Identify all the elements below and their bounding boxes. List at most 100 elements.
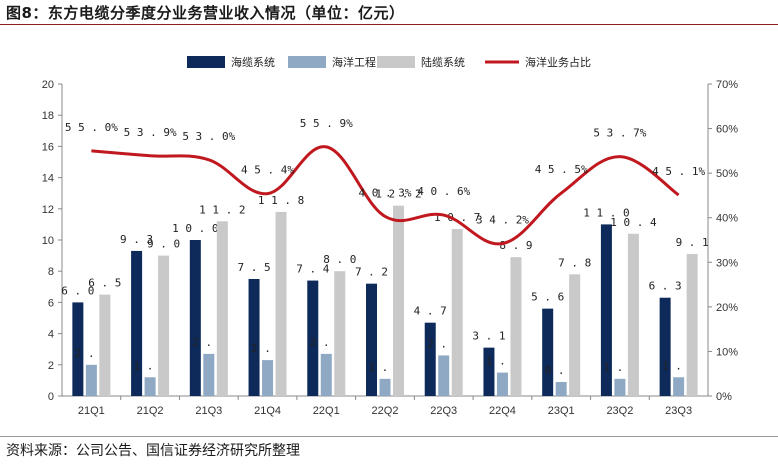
left-tick-label: 18	[42, 110, 54, 122]
label-ratio: 4 5 . 5%	[535, 163, 588, 176]
label-lulan: 8 . 0	[323, 253, 356, 266]
bar-lulan	[275, 211, 287, 396]
bar-haolan	[659, 297, 671, 396]
label-ratio: 5 5 . 0%	[65, 121, 118, 134]
x-tick-label: 21Q2	[137, 405, 164, 417]
label-haolan: 7 . 5	[237, 261, 270, 274]
legend-ratio-label: 海洋业务占比	[525, 55, 591, 69]
x-tick-label: 22Q2	[372, 405, 399, 417]
label-lulan: 7 . 8	[558, 256, 591, 269]
left-tick-label: 20	[42, 79, 54, 91]
right-tick-label: 0%	[716, 391, 732, 403]
legend-haolan-swatch	[187, 56, 225, 68]
left-tick-label: 4	[48, 329, 54, 341]
bar-lulan	[99, 294, 111, 396]
label-ratio: 5 3 . 7%	[593, 127, 646, 140]
label-lulan: 9 . 0	[147, 238, 180, 251]
label-ratio: 3 4 . 2%	[476, 214, 529, 227]
label-lulan: 6 . 5	[88, 277, 121, 290]
right-tick-label: 50%	[716, 168, 738, 180]
right-tick-label: 20%	[716, 302, 738, 314]
bar-haiyang	[555, 381, 567, 396]
bar-haiyang	[614, 378, 626, 396]
label-ratio: 4 0 . 6%	[417, 185, 470, 198]
bar-haiyang	[85, 364, 97, 396]
bar-lulan	[569, 274, 581, 396]
right-tick-label: 40%	[716, 213, 738, 225]
x-tick-label: 22Q4	[489, 405, 516, 417]
label-lulan: 1 2 . 2	[375, 188, 421, 201]
label-haolan: 5 . 6	[531, 291, 564, 304]
label-haolan: 1 0 . 0	[172, 222, 218, 235]
bar-lulan	[216, 221, 228, 396]
bar-lulan	[334, 271, 346, 396]
label-haolan: 1 1 . 0	[583, 206, 629, 219]
right-tick-label: 10%	[716, 346, 738, 358]
x-tick-label: 23Q1	[548, 405, 575, 417]
label-haolan: 7 . 4	[296, 263, 329, 276]
bar-haolan	[483, 347, 495, 396]
label-ratio: 4 5 . 1%	[652, 165, 705, 178]
label-lulan: 1 1 . 2	[199, 203, 245, 216]
bar-haolan	[189, 240, 201, 396]
label-ratio: 4 0 . 3%	[359, 186, 412, 199]
bar-haolan	[131, 250, 143, 396]
bar-haolan	[307, 280, 319, 396]
bar-lulan	[686, 254, 698, 396]
label-haolan: 6 . 0	[61, 284, 94, 297]
combo-chart: 0 2 4 6 8 10 12 14 16 18 20 0% 10% 20% 30% 40% 50% 60% 70%…	[42, 55, 738, 417]
bar-haiyang	[379, 378, 391, 396]
label-haolan: 6 . 3	[649, 280, 682, 293]
x-tick-label: 21Q1	[78, 405, 105, 417]
x-tick-label: 21Q4	[254, 405, 281, 417]
bar-haolan	[542, 308, 554, 396]
label-haolan: 4 . 7	[414, 305, 447, 318]
legend-lulan-swatch	[377, 56, 415, 68]
right-tick-label: 60%	[716, 124, 738, 136]
x-tick-label: 23Q2	[606, 405, 633, 417]
bar-lulan	[510, 257, 522, 396]
left-tick-label: 6	[48, 297, 54, 309]
x-tick-label: 22Q3	[430, 405, 457, 417]
bar-haolan	[366, 283, 377, 396]
bar-haolan	[248, 279, 260, 396]
bar-haiyang	[496, 372, 508, 396]
label-lulan: 1 1 . 8	[258, 194, 304, 207]
chart-title: 图8：东方电缆分季度分业务营业收入情况（单位：亿元）	[6, 4, 405, 22]
label-ratio: 5 3 . 9%	[124, 126, 177, 139]
left-tick-label: 8	[48, 266, 54, 278]
bar-haiyang	[438, 355, 450, 396]
label-lulan: 9 . 1	[676, 236, 709, 249]
label-ratio: 5 5 . 9%	[300, 117, 353, 130]
left-tick-label: 16	[42, 141, 54, 153]
bar-haiyang	[673, 377, 685, 396]
bar-haiyang	[203, 353, 215, 396]
left-tick-label: 10	[42, 235, 54, 247]
label-lulan: 8 . 9	[499, 239, 532, 252]
legend-haiyang-swatch	[288, 56, 326, 68]
source-note: 资料来源：公司公告、国信证券经济研究所整理	[6, 443, 300, 459]
label-haolan: 7 . 2	[355, 266, 388, 279]
label-ratio: 4 5 . 4%	[241, 164, 294, 177]
bar-lulan	[393, 205, 404, 396]
left-tick-label: 14	[42, 173, 54, 185]
left-tick-label: 2	[48, 360, 54, 372]
left-tick-label: 0	[48, 391, 54, 403]
x-tick-label: 21Q3	[195, 405, 222, 417]
x-tick-label: 22Q1	[313, 405, 340, 417]
line-haiyang-ratio	[91, 145, 680, 246]
legend-haiyang-label: 海洋工程	[332, 55, 376, 69]
label-haolan: 9 . 3	[120, 233, 153, 246]
bar-haiyang	[320, 353, 332, 396]
label-ratio: 5 3 . 0%	[182, 130, 235, 143]
bar-lulan	[451, 229, 463, 396]
bar-haolan	[600, 224, 612, 396]
source-divider	[0, 436, 778, 437]
bar-haolan	[72, 302, 84, 396]
label-lulan: 1 0 . 4	[610, 216, 657, 229]
bar-haiyang	[262, 360, 274, 396]
label-haolan: 3 . 1	[472, 330, 505, 343]
left-tick-label: 12	[42, 204, 54, 216]
bar-haolan	[424, 322, 436, 396]
x-tick-label: 23Q3	[665, 405, 692, 417]
